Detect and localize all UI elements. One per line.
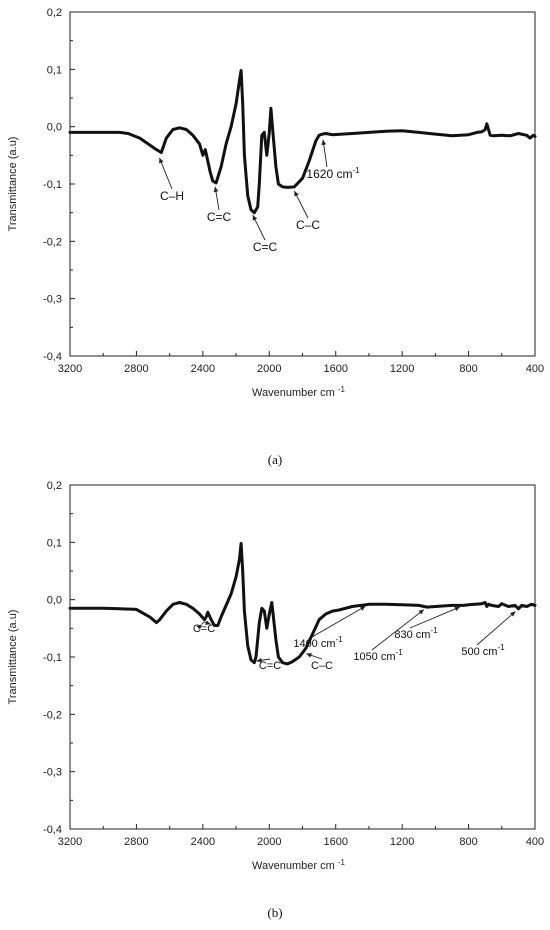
y-axis-title: Transmittance (a.u) <box>7 610 19 705</box>
x-axis-title: Wavenumber cm -1 <box>252 385 345 399</box>
x-tick-label: 2800 <box>124 836 148 848</box>
annotation-arrow <box>311 605 366 638</box>
annotation-label: 1050 cm-1 <box>353 648 403 663</box>
plot-frame <box>69 11 536 357</box>
annotation-label: 1400 cm-1 <box>293 635 343 650</box>
x-tick-label: 1600 <box>323 836 347 848</box>
x-tick-label: 2400 <box>191 363 215 375</box>
annotation-label: C=C <box>259 660 281 672</box>
y-tick-label: 0,1 <box>47 64 62 76</box>
x-tick-label: 3200 <box>58 363 82 375</box>
annotation-arrowhead <box>213 186 219 193</box>
x-tick-label: 400 <box>526 363 544 375</box>
annotation-arrowhead <box>418 609 424 615</box>
y-tick-label: 0,1 <box>47 537 62 549</box>
y-tick-label: 0,0 <box>47 122 62 134</box>
x-tick-label: 3200 <box>58 836 82 848</box>
panel-caption: (a) <box>268 452 282 467</box>
x-tick-label: 1600 <box>323 363 347 375</box>
annotation-arrowhead <box>359 606 366 611</box>
x-tick-label: 2000 <box>257 836 281 848</box>
annotation-label: 1620 cm-1 <box>306 166 360 181</box>
annotation-arrowhead <box>159 157 164 164</box>
y-tick-label: -0,4 <box>43 351 62 363</box>
annotation-arrowhead <box>256 657 262 663</box>
annotation-arrow <box>159 157 173 190</box>
annotation-arrowhead <box>205 620 211 625</box>
annotation-arrowhead <box>454 606 460 612</box>
annotation-arrowhead <box>510 611 516 617</box>
x-tick-label: 800 <box>459 836 477 848</box>
x-tick-label: 2800 <box>124 363 148 375</box>
annotation-label: 830 cm-1 <box>394 626 438 641</box>
annotation-label: C–C <box>311 660 333 672</box>
annotation-arrowhead <box>196 624 202 630</box>
spectrum-line <box>68 69 537 215</box>
annotation-label: C=C <box>253 240 278 254</box>
x-tick-label: 400 <box>526 836 544 848</box>
y-tick-label: -0,4 <box>43 824 62 836</box>
y-tick-label: -0,3 <box>43 294 62 306</box>
annotation-arrow <box>476 611 516 646</box>
annotation-label: C–H <box>160 189 184 203</box>
annotation-label: 500 cm-1 <box>461 643 505 658</box>
annotation-arrowhead <box>252 215 258 221</box>
y-tick-label: -0,2 <box>43 236 62 248</box>
x-tick-label: 2000 <box>257 363 281 375</box>
annotation-arrow <box>409 606 461 629</box>
x-tick-label: 2400 <box>191 836 215 848</box>
annotation-label: C=C <box>207 210 232 224</box>
x-axis-title: Wavenumber cm -1 <box>252 858 345 872</box>
spectrum-line <box>68 542 537 666</box>
annotation-arrowhead <box>294 191 299 197</box>
annotation-arrowhead <box>321 139 327 146</box>
annotation-arrow <box>293 190 309 219</box>
y-tick-label: -0,1 <box>43 179 62 191</box>
annotation-arrow <box>201 621 205 625</box>
annotation-arrow <box>371 609 425 651</box>
y-tick-label: -0,2 <box>43 709 62 721</box>
annotation-arrowhead <box>306 653 312 658</box>
annotation-label: C–C <box>296 218 320 232</box>
x-tick-label: 800 <box>459 363 477 375</box>
y-tick-label: 0,2 <box>47 480 62 492</box>
y-tick-label: 0,2 <box>47 7 62 19</box>
y-tick-label: -0,1 <box>43 652 62 664</box>
panel-caption: (b) <box>267 905 282 920</box>
y-axis-title: Transmittance (a.u) <box>7 137 19 232</box>
y-tick-label: 0,0 <box>47 595 62 607</box>
x-tick-label: 1200 <box>390 363 414 375</box>
annotation-label: C=C <box>193 623 215 635</box>
y-tick-label: -0,3 <box>43 767 62 779</box>
x-tick-label: 1200 <box>390 836 414 848</box>
